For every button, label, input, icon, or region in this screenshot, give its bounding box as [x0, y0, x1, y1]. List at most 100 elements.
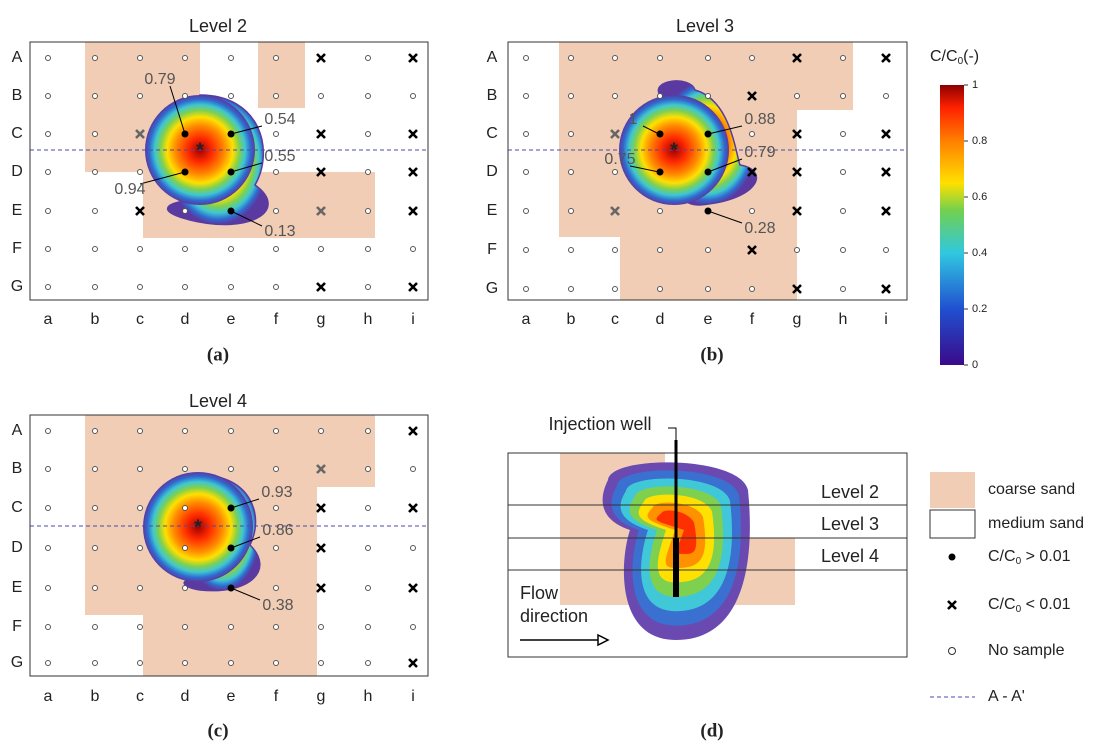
undetected	[409, 283, 417, 291]
no-sample	[183, 661, 188, 666]
no-sample	[613, 287, 618, 292]
no-sample	[706, 248, 711, 253]
no-sample	[274, 586, 279, 591]
no-sample	[319, 247, 324, 252]
concentration-label: 0.79	[144, 71, 175, 88]
row-label: A	[12, 422, 23, 439]
col-label: i	[411, 311, 415, 328]
undetected	[409, 427, 417, 435]
concentration-label: 0.55	[264, 148, 295, 165]
no-sample	[319, 661, 324, 666]
no-sample	[524, 170, 529, 175]
legend-label: medium sand	[988, 515, 1084, 532]
no-sample	[183, 56, 188, 61]
no-sample	[138, 546, 143, 551]
no-sample	[366, 56, 371, 61]
no-sample	[93, 209, 98, 214]
undetected	[317, 504, 325, 512]
row-label: A	[12, 49, 23, 66]
row-label: B	[12, 460, 23, 477]
legend-label: C/C0 < 0.01	[988, 596, 1071, 614]
row-label: F	[487, 241, 497, 258]
no-sample	[750, 209, 755, 214]
no-sample	[46, 56, 51, 61]
no-sample	[93, 170, 98, 175]
no-sample	[366, 546, 371, 551]
no-sample	[411, 247, 416, 252]
no-sample	[274, 170, 279, 175]
no-sample	[658, 287, 663, 292]
map-panel: *ABCDEFGabcdefghiLevel 3(b)10.880.750.79…	[486, 16, 907, 366]
no-sample	[884, 94, 889, 99]
no-sample	[658, 209, 663, 214]
no-sample	[841, 132, 846, 137]
no-sample	[569, 94, 574, 99]
no-sample	[46, 247, 51, 252]
no-sample	[613, 248, 618, 253]
no-sample	[569, 170, 574, 175]
colorbar-tick-label: 0.4	[972, 247, 987, 259]
no-sample	[93, 546, 98, 551]
row-label: D	[11, 163, 23, 180]
no-sample	[884, 248, 889, 253]
no-sample	[229, 429, 234, 434]
col-label: b	[91, 688, 100, 705]
no-sample	[138, 247, 143, 252]
no-sample	[93, 132, 98, 137]
col-label: h	[839, 311, 848, 328]
row-label: A	[487, 49, 498, 66]
no-sample	[411, 94, 416, 99]
undetected	[317, 544, 325, 552]
row-label: G	[486, 280, 498, 297]
no-sample	[524, 248, 529, 253]
no-sample	[366, 506, 371, 511]
injection-star: *	[196, 139, 204, 161]
no-sample	[569, 209, 574, 214]
row-label: C	[11, 499, 23, 516]
panel-label: (a)	[207, 344, 229, 365]
no-sample	[93, 285, 98, 290]
no-sample	[524, 132, 529, 137]
no-sample	[138, 467, 143, 472]
col-label: i	[884, 311, 888, 328]
col-label: c	[136, 688, 144, 705]
col-label: a	[44, 688, 53, 705]
no-sample	[411, 625, 416, 630]
no-sample	[183, 285, 188, 290]
col-label: d	[656, 311, 665, 328]
no-sample	[229, 56, 234, 61]
col-label: e	[227, 688, 236, 705]
undetected	[409, 504, 417, 512]
no-sample	[366, 661, 371, 666]
no-sample	[841, 209, 846, 214]
no-sample	[93, 467, 98, 472]
detected	[657, 131, 664, 138]
no-sample	[274, 247, 279, 252]
row-label: D	[11, 539, 23, 556]
undetected	[317, 130, 325, 138]
no-sample	[93, 56, 98, 61]
colorbar-tick-label: 0.8	[972, 135, 987, 147]
panel-title: Level 2	[189, 16, 247, 36]
row-label: C	[486, 125, 498, 142]
no-sample	[658, 94, 663, 99]
concentration-label: 0.54	[264, 111, 295, 128]
no-sample	[750, 287, 755, 292]
col-label: g	[317, 688, 326, 705]
row-label: D	[486, 163, 498, 180]
no-sample	[274, 661, 279, 666]
no-sample	[366, 94, 371, 99]
no-sample	[841, 287, 846, 292]
legend-text: C/C	[988, 596, 1016, 613]
no-sample	[138, 170, 143, 175]
panel-label: (d)	[700, 720, 723, 741]
colorbar	[940, 85, 964, 365]
legend-label: A - A'	[988, 688, 1025, 705]
no-sample	[229, 247, 234, 252]
col-label: a	[522, 311, 531, 328]
no-sample	[138, 625, 143, 630]
colorbar-title-suffix: (-)	[963, 48, 979, 65]
level-label: Level 2	[821, 482, 879, 502]
no-sample	[183, 94, 188, 99]
